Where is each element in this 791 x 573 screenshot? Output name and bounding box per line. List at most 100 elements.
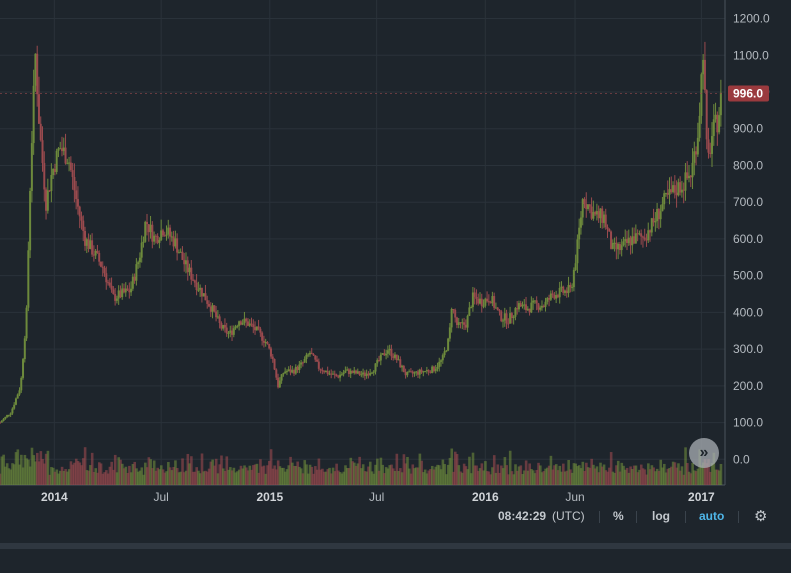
- candle-body: [289, 369, 292, 373]
- volume-bar: [43, 463, 46, 485]
- volume-bar: [138, 470, 142, 485]
- candle-body: [294, 366, 297, 374]
- candle-body: [413, 372, 416, 374]
- candle-body: [627, 237, 630, 244]
- candle-body: [381, 353, 384, 355]
- candle-body: [716, 114, 719, 133]
- volume-bar: [694, 471, 698, 485]
- candle-body: [84, 231, 87, 246]
- candle-body: [402, 365, 405, 373]
- volume-bar: [686, 463, 689, 485]
- volume-bar: [546, 467, 549, 485]
- volume-bar: [25, 458, 28, 485]
- candle-body: [379, 354, 382, 361]
- volume-bar: [569, 469, 572, 485]
- candle-body: [588, 204, 591, 207]
- volume-bar: [368, 461, 372, 485]
- candle-body: [259, 328, 262, 333]
- candle-body: [601, 208, 604, 223]
- candle-body: [693, 151, 696, 163]
- volume-bar: [505, 465, 508, 485]
- candle-body: [702, 59, 705, 75]
- volume-bar: [276, 460, 280, 485]
- volume-bar: [39, 451, 43, 485]
- volume-bar: [547, 465, 551, 485]
- candle-body: [463, 322, 466, 325]
- volume-bar: [16, 449, 20, 485]
- gear-icon[interactable]: ⚙: [754, 508, 768, 525]
- volume-bar: [78, 462, 82, 485]
- volume-bar: [507, 474, 510, 485]
- candle-body: [239, 321, 242, 325]
- volume-bar: [503, 457, 507, 485]
- y-tick-label: 400.0: [733, 305, 763, 319]
- candle-body: [193, 280, 196, 283]
- volume-bar: [51, 467, 55, 485]
- candle-body: [475, 296, 478, 299]
- volume-bar: [308, 464, 312, 485]
- volume-bar: [101, 473, 105, 485]
- candle-body: [68, 162, 71, 164]
- candle-body: [197, 289, 200, 291]
- price-chart[interactable]: 1200.01100.01000.0900.0800.0700.0600.050…: [0, 0, 791, 505]
- volume-bar: [374, 464, 377, 485]
- volume-bar: [420, 460, 423, 485]
- volume-bar: [567, 459, 570, 485]
- candle-body: [246, 321, 249, 326]
- candle-body: [142, 241, 145, 243]
- candle-body: [675, 192, 678, 196]
- volume-bar: [66, 471, 69, 485]
- volume-bar: [666, 468, 670, 485]
- volume-bar: [278, 466, 282, 485]
- volume-bar: [322, 471, 326, 485]
- volume-bar: [415, 467, 418, 485]
- auto-scale-button[interactable]: auto: [699, 509, 725, 523]
- volume-bar: [37, 461, 41, 485]
- candle-body: [548, 297, 551, 300]
- candle-body: [349, 370, 352, 374]
- volume-bar: [11, 463, 14, 485]
- candle-body: [659, 211, 662, 220]
- candle-body: [268, 343, 271, 349]
- candle-body: [138, 257, 141, 263]
- volume-bar: [97, 462, 101, 485]
- candle-body: [383, 353, 386, 356]
- scroll-to-realtime-button[interactable]: »: [689, 438, 719, 468]
- x-tick-label: 2016: [472, 490, 499, 504]
- candle-body: [470, 307, 473, 309]
- candle-body: [222, 324, 225, 329]
- candle-body: [647, 230, 650, 241]
- volume-bar: [565, 470, 569, 485]
- candle-body: [679, 182, 682, 193]
- volume-bar: [701, 462, 705, 485]
- volume-bar: [459, 471, 462, 485]
- volume-bar: [305, 464, 308, 485]
- volume-bar: [515, 470, 519, 485]
- volume-bar: [337, 470, 340, 485]
- candle-body: [502, 320, 505, 322]
- candle-body: [9, 413, 12, 415]
- candle-body: [480, 298, 483, 306]
- volume-bar: [562, 463, 565, 485]
- volume-bar: [317, 458, 321, 485]
- volume-bar: [360, 468, 363, 485]
- candle-body: [652, 218, 655, 223]
- candle-body: [436, 366, 439, 369]
- candle-body: [440, 360, 443, 362]
- volume-bar: [330, 473, 333, 485]
- volume-bar: [358, 456, 361, 485]
- volume-bar: [69, 461, 73, 485]
- volume-bar: [41, 458, 44, 485]
- candle-body: [528, 308, 531, 313]
- candle-body: [223, 324, 226, 328]
- candle-body: [200, 287, 203, 297]
- volume-bar: [524, 460, 528, 485]
- log-scale-button[interactable]: log: [652, 509, 670, 523]
- candle-body: [581, 199, 584, 218]
- volume-bar: [585, 462, 588, 485]
- candle-body: [677, 182, 680, 196]
- percent-scale-button[interactable]: %: [613, 509, 624, 523]
- candle-body: [39, 123, 42, 141]
- candle-body: [271, 356, 274, 360]
- candle-body: [365, 373, 368, 377]
